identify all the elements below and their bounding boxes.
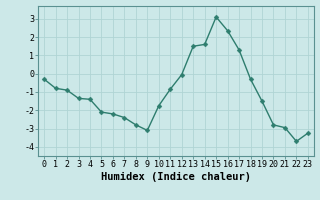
X-axis label: Humidex (Indice chaleur): Humidex (Indice chaleur) bbox=[101, 172, 251, 182]
